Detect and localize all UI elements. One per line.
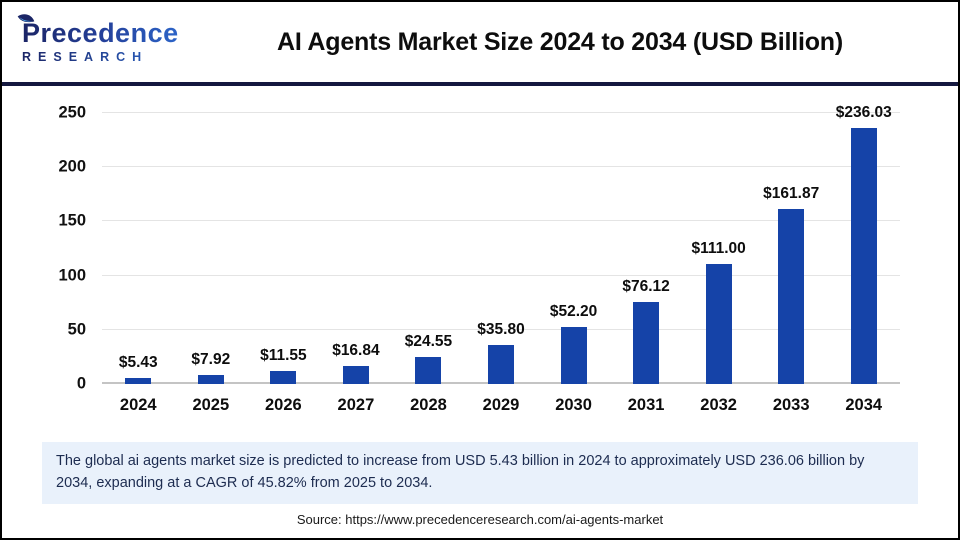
gridline-100 (102, 274, 900, 276)
bar-value-label-2026: $11.55 (260, 347, 307, 365)
bars-container: $5.43 $7.92 $11.55 $16.84 $24.55 $35.80 $52.20… (102, 104, 900, 384)
x-tick-label-2032: 2032 (700, 396, 737, 414)
bar-2027 (342, 365, 369, 384)
bar-value-label-2030: $52.20 (549, 303, 598, 321)
logo-subtitle: RESEARCH (22, 50, 202, 64)
bar-2031 (633, 301, 660, 384)
page-title: AI Agents Market Size 2024 to 2034 (USD … (276, 27, 844, 56)
bar-column-2031: $76.12 (610, 113, 683, 384)
bar-2026 (270, 371, 297, 384)
bar-column-2033: $161.87 (755, 113, 828, 384)
bar-2030 (560, 327, 587, 384)
y-tick-label-200: 200 (58, 157, 86, 176)
bar-column-2025: $7.92 (175, 113, 248, 384)
precedence-research-logo: Precedence RESEARCH (2, 14, 202, 64)
bar-column-2027: $16.84 (320, 113, 393, 384)
gridline-150 (102, 220, 900, 222)
bar-column-2030: $52.20 (537, 113, 610, 384)
bar-value-label-2028: $24.55 (404, 333, 453, 351)
bar-value-label-2033: $161.87 (763, 184, 820, 202)
y-tick-label-50: 50 (67, 320, 86, 339)
y-tick-label-150: 150 (58, 211, 86, 230)
plot-area: $5.43 $7.92 $11.55 $16.84 $24.55 $35.80 $52.20… (102, 104, 900, 384)
x-tick-label-2030: 2030 (555, 396, 592, 414)
y-tick-label-250: 250 (58, 103, 86, 122)
y-tick-label-0: 0 (76, 374, 86, 393)
x-tick-label-2024: 2024 (119, 396, 157, 414)
x-tick-label-2033: 2033 (772, 396, 810, 414)
gridline-200 (102, 166, 900, 168)
x-axis-labels: 2024 2025 2026 2027 2028 2029 2030 2031 2032 2033… (102, 396, 900, 415)
x-tick-label-2026: 2026 (265, 396, 302, 414)
bar-2032 (705, 263, 732, 384)
bar-2024 (125, 378, 152, 384)
gridline-50 (102, 328, 900, 330)
bar-2033 (778, 208, 805, 384)
bar-chart: 0 50 100 150 200 250 $5.43 $7.92 $11.55 $16.84 $2… (2, 86, 958, 436)
bar-column-2029: $35.80 (465, 113, 538, 384)
x-tick-label-2031: 2031 (627, 396, 665, 414)
bar-value-label-2031: $76.12 (622, 277, 670, 295)
bar-2034 (850, 128, 877, 384)
logo-wordmark: Precedence (22, 20, 202, 47)
source-line: Source: https://www.precedenceresearch.c… (296, 511, 664, 527)
x-tick-label-2027: 2027 (337, 396, 375, 414)
bar-2028 (415, 357, 442, 384)
bar-value-label-2025: $7.92 (191, 351, 231, 369)
bar-column-2032: $111.00 (682, 113, 755, 384)
summary-note: The global ai agents market size is pred… (42, 442, 918, 504)
bar-value-label-2029: $35.80 (477, 321, 525, 339)
header: Precedence RESEARCH AI Agents Market Siz… (2, 2, 958, 82)
bar-2029 (488, 345, 514, 384)
x-tick-label-2025: 2025 (192, 396, 230, 414)
gridline-250 (102, 112, 900, 113)
header-divider (2, 82, 958, 86)
bar-value-label-2027: $16.84 (332, 341, 380, 359)
bar-2025 (197, 375, 224, 384)
x-tick-label-2029: 2029 (482, 396, 520, 414)
y-tick-label-100: 100 (58, 266, 86, 285)
y-axis: 0 50 100 150 200 250 (2, 104, 102, 393)
bar-value-label-2032: $111.00 (691, 239, 746, 257)
bar-value-label-2034: $236.03 (835, 104, 892, 122)
x-tick-label-2028: 2028 (410, 396, 447, 414)
bar-column-2026: $11.55 (247, 113, 320, 384)
bar-column-2034: $236.03 (827, 104, 900, 384)
bar-column-2024: $5.43 (102, 113, 175, 384)
bar-value-label-2024: $5.43 (118, 354, 158, 372)
leaf-icon (17, 14, 35, 23)
x-tick-label-2034: 2034 (845, 396, 883, 414)
bar-column-2028: $24.55 (392, 113, 465, 384)
